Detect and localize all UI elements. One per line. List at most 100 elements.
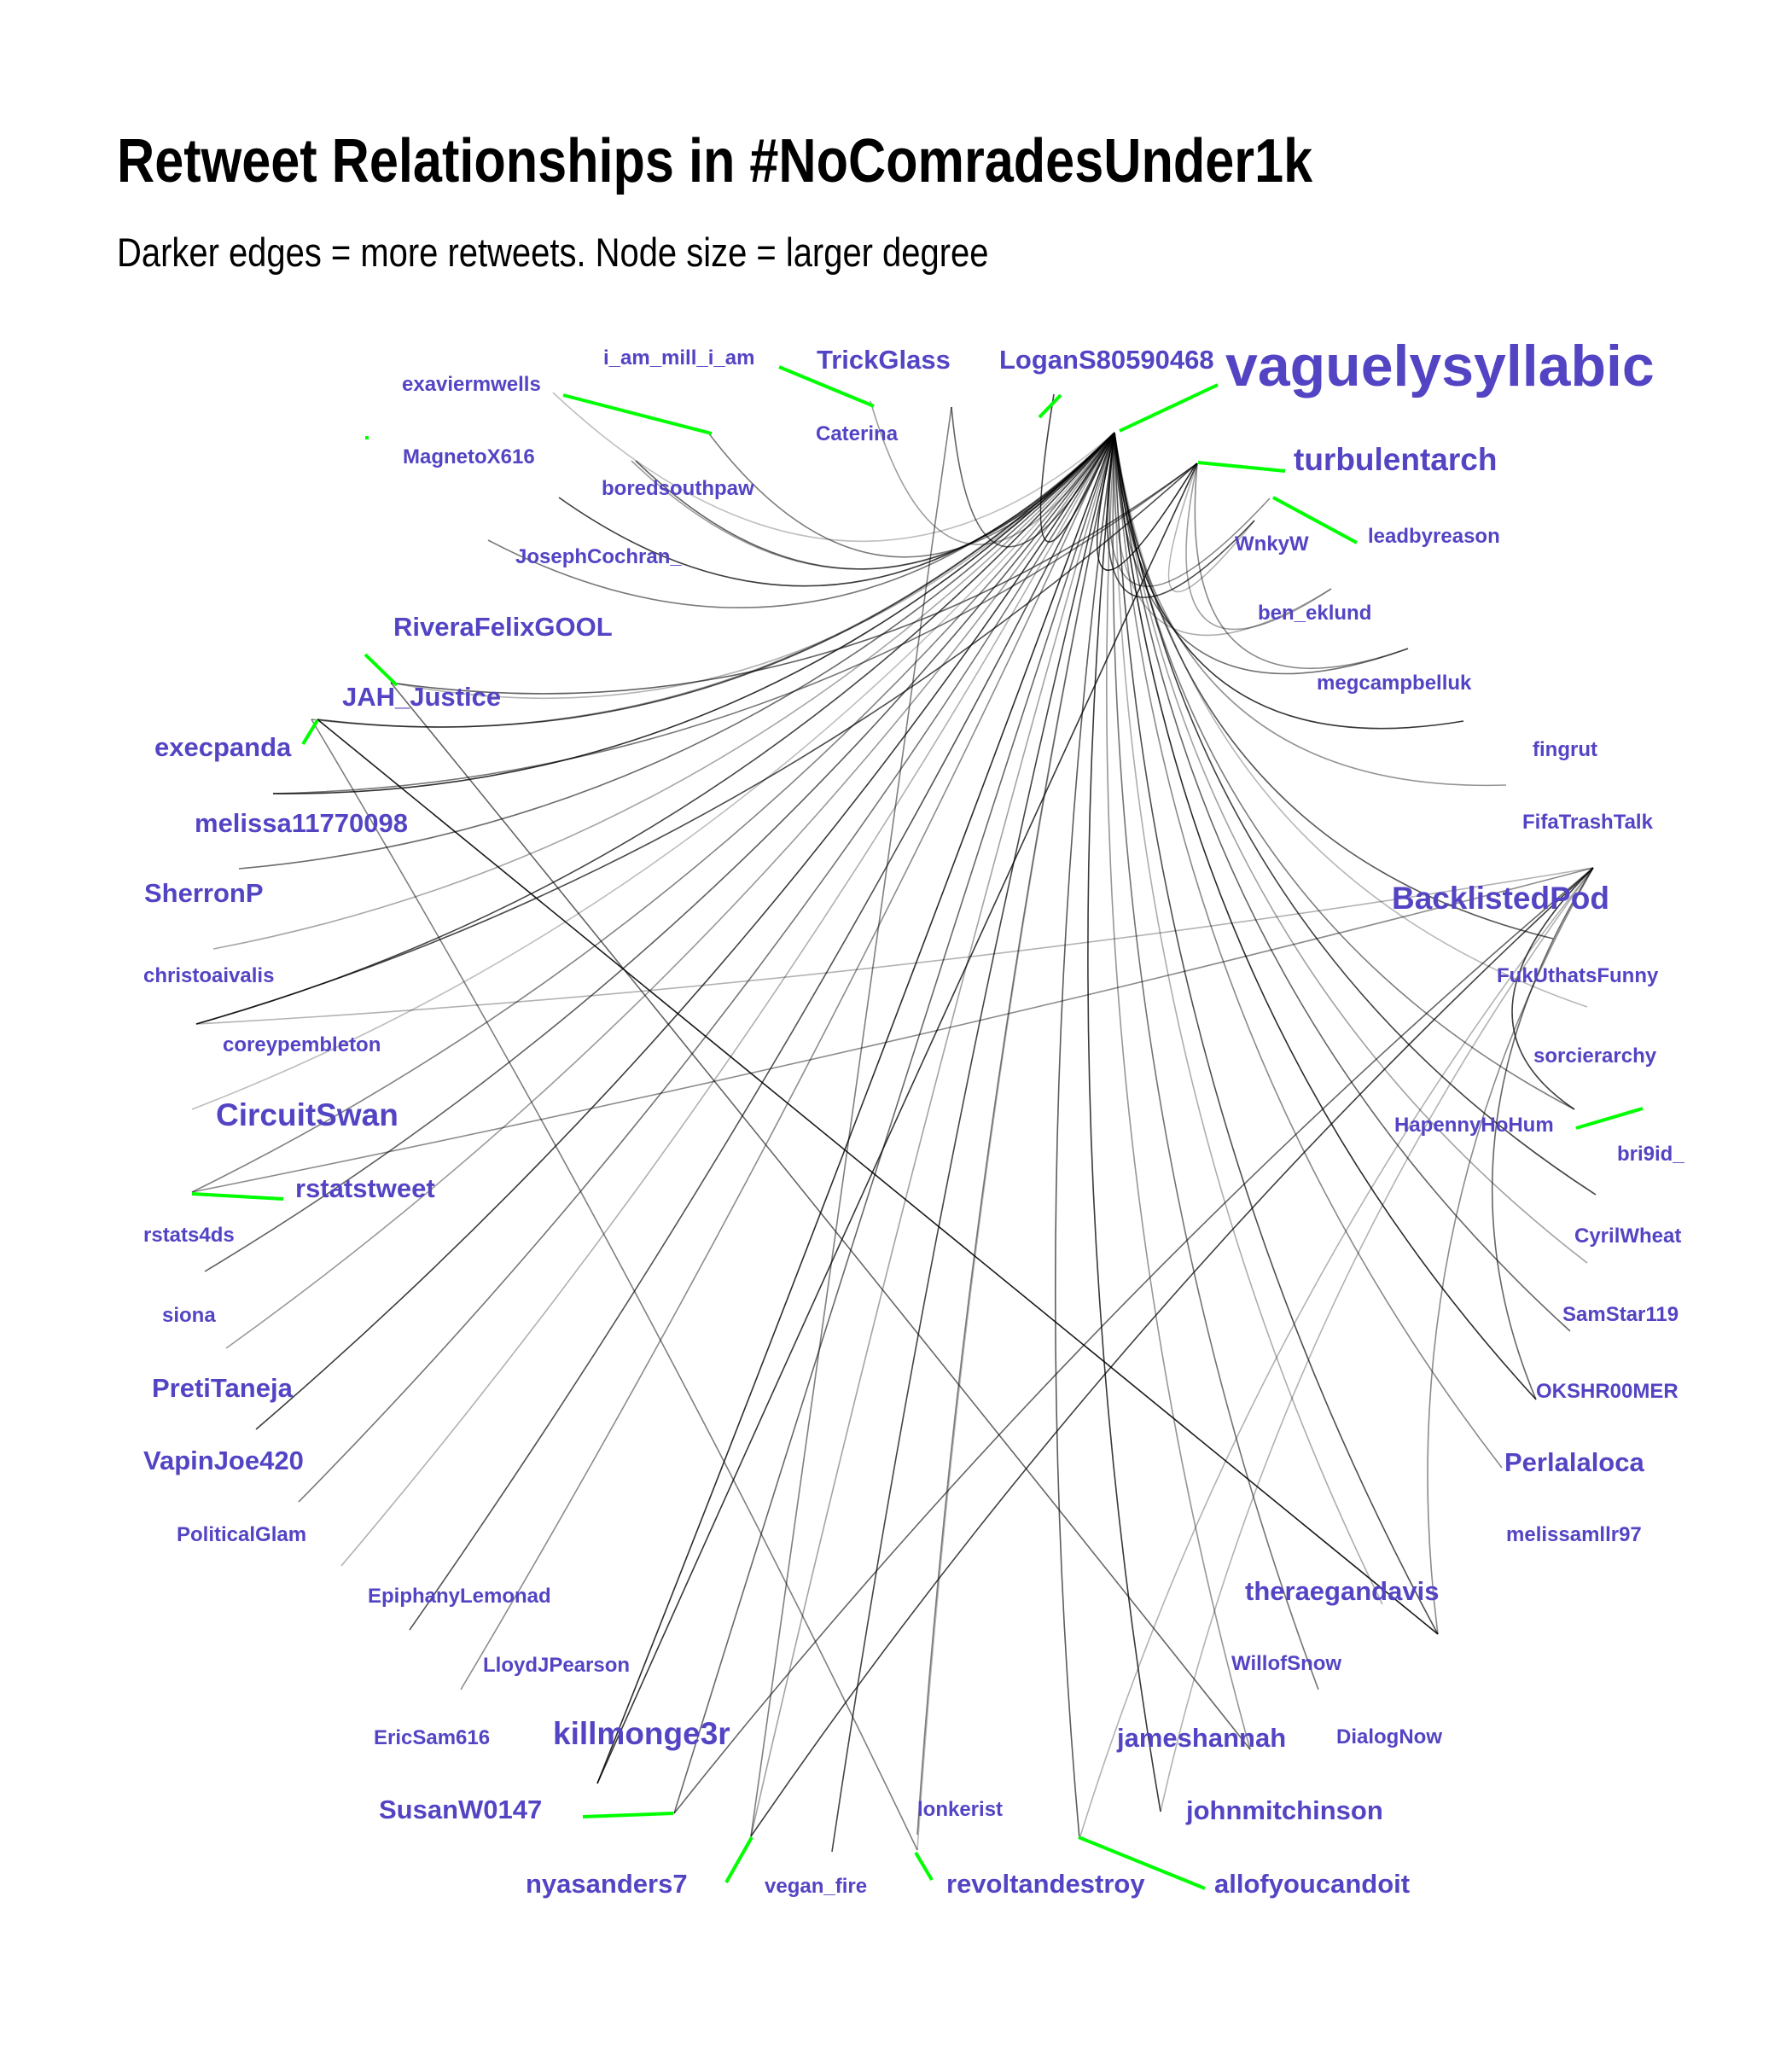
edge-vaguelysyllabic-DialogNow bbox=[1112, 432, 1319, 1690]
node-label-fingrut: fingrut bbox=[1533, 738, 1597, 761]
node-label-JAH_Justice: JAH_Justice bbox=[342, 682, 501, 712]
leader-line-rstatstweet bbox=[191, 1192, 284, 1201]
node-label-killmonge3r: killmonge3r bbox=[553, 1716, 730, 1751]
leader-line-turbulentarch bbox=[1197, 461, 1286, 473]
node-label-coreypembleton: coreypembleton bbox=[223, 1033, 381, 1056]
edge-vaguelysyllabic-allofyoucandoit bbox=[1054, 432, 1115, 1840]
edge-turbulentarch-megcampbelluk bbox=[1194, 463, 1409, 669]
edge-vaguelysyllabic-LloydJPearson bbox=[409, 432, 1115, 1631]
leader-line-revoltandestroy bbox=[914, 1851, 934, 1882]
node-label-DialogNow: DialogNow bbox=[1336, 1725, 1442, 1748]
node-label-LoganS80590468: LoganS80590468 bbox=[999, 345, 1214, 375]
edge-vaguelysyllabic-johnmitchinson bbox=[1106, 432, 1251, 1750]
leader-line-bri9id_ bbox=[1575, 1107, 1644, 1130]
edge-vaguelysyllabic-ben_eklund bbox=[1113, 432, 1332, 637]
node-label-Caterina: Caterina bbox=[816, 422, 899, 445]
node-label-siona: siona bbox=[162, 1304, 216, 1327]
leader-line-nyasanders7 bbox=[724, 1836, 753, 1883]
node-label-SamStar119: SamStar119 bbox=[1562, 1303, 1679, 1326]
edge-vaguelysyllabic-vegan_fire bbox=[831, 432, 1115, 1853]
node-label-bri9id_: bri9id_ bbox=[1617, 1143, 1684, 1166]
node-label-leadbyreason: leadbyreason bbox=[1368, 525, 1500, 548]
edge-vaguelysyllabic-christoaivalis bbox=[238, 432, 1115, 870]
node-label-EricSam616: EricSam616 bbox=[374, 1726, 490, 1749]
edge-melissa-revoltandestroy bbox=[311, 719, 918, 1851]
edge-vaguelysyllabic-RiveraFelixGOOL bbox=[487, 432, 1115, 608]
edge-vaguelysyllabic-SamStar119 bbox=[1114, 432, 1588, 1264]
node-label-RiveraFelixGOOL: RiveraFelixGOOL bbox=[393, 612, 613, 642]
leader-line-vaguelysyllabic bbox=[1119, 383, 1219, 433]
edge-turbulentarch-SherronP bbox=[272, 463, 1198, 794]
node-label-WnkyW: WnkyW bbox=[1235, 532, 1309, 556]
node-label-allofyoucandoit: allofyoucandoit bbox=[1214, 1869, 1410, 1899]
edge-vaguelysyllabic-rstatstweet bbox=[191, 432, 1115, 1193]
edge-turbulentarch-JAH_Justice bbox=[390, 463, 1198, 695]
node-label-boredsouthpaw: boredsouthpaw bbox=[602, 477, 754, 500]
edge-vaguelysyllabic-JosephCochran_ bbox=[558, 432, 1115, 587]
node-label-PretiTaneja: PretiTaneja bbox=[152, 1373, 294, 1403]
edge-vaguelysyllabic-siona bbox=[204, 432, 1115, 1272]
node-label-HapennyHoHum: HapennyHoHum bbox=[1394, 1114, 1554, 1137]
edge-vaguelysyllabic-nyasanders7 bbox=[750, 432, 1115, 1837]
edge-vaguelysyllabic-EpiphanyLemonad bbox=[340, 432, 1115, 1567]
leader-line-layer bbox=[191, 365, 1644, 1890]
node-label-vegan_fire: vegan_fire bbox=[765, 1875, 867, 1898]
edge-jahjustice-johnmitchinson bbox=[390, 682, 1251, 1750]
edge-backlistedpod-rstatstweet bbox=[191, 867, 1594, 1193]
node-label-rstats4ds: rstats4ds bbox=[143, 1224, 235, 1247]
edge-backlistedpod-nyasanders7 bbox=[750, 867, 1594, 1837]
node-label-CyrilWheat: CyrilWheat bbox=[1574, 1225, 1681, 1248]
edge-turbulentarch-CircuitSwan bbox=[195, 463, 1198, 1025]
node-label-ben_eklund: ben_eklund bbox=[1258, 602, 1371, 625]
edge-backlistedpod-CircuitSwan bbox=[195, 867, 1594, 1025]
leader-line-execpanda bbox=[301, 719, 319, 746]
edge-vaguelysyllabic-EricSam616 bbox=[460, 432, 1115, 1690]
node-label-TrickGlass: TrickGlass bbox=[817, 345, 951, 375]
chart-subtitle: Darker edges = more retweets. Node size … bbox=[117, 230, 989, 275]
edge-trickglass-nyasanders7 bbox=[750, 406, 952, 1837]
leader-line-allofyoucandoit bbox=[1078, 1836, 1206, 1890]
node-label-lonkerist: lonkerist bbox=[917, 1798, 1003, 1821]
chart-title: Retweet Relationships in #NoComradesUnde… bbox=[117, 127, 1313, 195]
edge-vaguelysyllabic-turbulentarch bbox=[1097, 432, 1197, 571]
node-label-exaviermwells: exaviermwells bbox=[402, 373, 541, 396]
edge-vaguelysyllabic-jameshannah bbox=[1087, 432, 1161, 1812]
node-label-Perlalaloca: Perlalaloca bbox=[1504, 1447, 1644, 1477]
edge-vaguelysyllabic-melissamllr97 bbox=[1114, 432, 1503, 1469]
edge-vaguelysyllabic-PretiTaneja bbox=[225, 432, 1115, 1349]
node-label-EpiphanyLemonad: EpiphanyLemonad bbox=[368, 1585, 551, 1608]
node-label-VapinJoe420: VapinJoe420 bbox=[143, 1446, 304, 1475]
edge-vaguelysyllabic-SherronP bbox=[272, 432, 1115, 794]
edge-vaguelysyllabic-SusanW0147 bbox=[673, 432, 1115, 1814]
node-label-melissa11770098: melissa11770098 bbox=[195, 808, 408, 838]
node-label-LloydJPearson: LloydJPearson bbox=[483, 1654, 630, 1677]
node-label-turbulentarch: turbulentarch bbox=[1294, 442, 1497, 477]
edge-vaguelysyllabic-coreypembleton bbox=[212, 432, 1115, 950]
edge-vaguelysyllabic-rstats4ds bbox=[191, 432, 1115, 1110]
edge-turbulentarch-WnkyW bbox=[1167, 463, 1255, 593]
node-label-FifaTrashTalk: FifaTrashTalk bbox=[1522, 811, 1654, 834]
edge-vaguelysyllabic-PoliticalGlam bbox=[298, 432, 1115, 1503]
leader-line-RiveraFelixGOOL bbox=[364, 653, 399, 687]
edge-vaguelysyllabic-revoltandestroy bbox=[916, 432, 1115, 1851]
edge-vaguelysyllabic-JAH_Justice bbox=[390, 432, 1115, 700]
node-label-melissamllr97: melissamllr97 bbox=[1506, 1523, 1642, 1546]
edge-turbulentarch-killmonge3r bbox=[596, 463, 1198, 1784]
edge-vaguelysyllabic-killmonge3r bbox=[596, 432, 1115, 1784]
edge-vaguelysyllabic-OKSHR00MER bbox=[1114, 432, 1571, 1332]
node-label-layer: i_am_mill_i_am TrickGlass LoganS80590468 va… bbox=[143, 334, 1684, 1899]
edge-backlistedpod-Perlalaloca bbox=[1491, 867, 1594, 1400]
edge-execpanda-theraegandavis bbox=[317, 719, 1439, 1635]
edge-vaguelysyllabic-lonkerist bbox=[916, 432, 1115, 1836]
leader-line-exaviermwells bbox=[562, 393, 713, 435]
edge-backlistedpod-SusanW0147 bbox=[673, 867, 1594, 1814]
node-label-rstatstweet: rstatstweet bbox=[295, 1173, 435, 1203]
edge-vaguelysyllabic-FukUthatsFunny bbox=[1114, 432, 1554, 940]
node-label-megcampbelluk: megcampbelluk bbox=[1317, 672, 1472, 695]
edge-backlistedpod-theraegandavis bbox=[1427, 867, 1594, 1635]
edge-vaguelysyllabic-i_am_mill_i_am bbox=[707, 432, 1115, 558]
node-label-nyasanders7: nyasanders7 bbox=[526, 1869, 688, 1899]
node-label-MagnetoX616: MagnetoX616 bbox=[403, 445, 535, 468]
node-label-theraegandavis: theraegandavis bbox=[1245, 1576, 1439, 1606]
edge-backlistedpod-jameshannah bbox=[1160, 867, 1594, 1812]
